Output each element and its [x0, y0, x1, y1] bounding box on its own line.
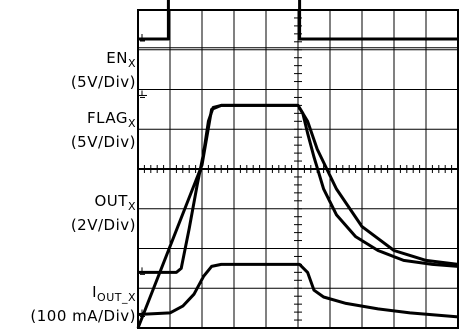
- trace-en: [138, 0, 458, 41]
- label-iout-sub: OUT_X: [97, 291, 136, 304]
- label-flag-sub: X: [127, 117, 136, 130]
- label-en: ENX (5V/Div): [71, 49, 136, 92]
- label-out-name: OUT: [94, 192, 128, 210]
- label-flag-scale: (5V/Div): [70, 133, 136, 151]
- label-iout-name: I: [92, 283, 98, 301]
- channel-labels: ENX (5V/Div) FLAGX (5V/Div) OUTX (2V/Div…: [0, 0, 138, 331]
- traces: [136, 0, 459, 329]
- label-en-sub: X: [127, 57, 136, 70]
- center-ticks: [137, 9, 459, 329]
- label-out: OUTX (2V/Div): [71, 192, 136, 235]
- label-flag-name: FLAG: [87, 109, 128, 127]
- label-out-sub: X: [127, 200, 136, 213]
- ground-markers: [139, 34, 147, 317]
- ground-marker-flag: [139, 90, 147, 98]
- trace-out: [138, 103, 459, 274]
- label-iout: IOUT_X (100 mA/Div): [30, 283, 136, 326]
- trace-iout: [137, 262, 459, 319]
- label-en-scale: (5V/Div): [70, 73, 136, 91]
- label-iout-scale: (100 mA/Div): [30, 307, 136, 325]
- plot-frame: [137, 9, 459, 329]
- label-en-name: EN: [106, 49, 128, 67]
- label-flag: FLAGX (5V/Div): [71, 109, 136, 152]
- label-out-scale: (2V/Div): [70, 216, 136, 234]
